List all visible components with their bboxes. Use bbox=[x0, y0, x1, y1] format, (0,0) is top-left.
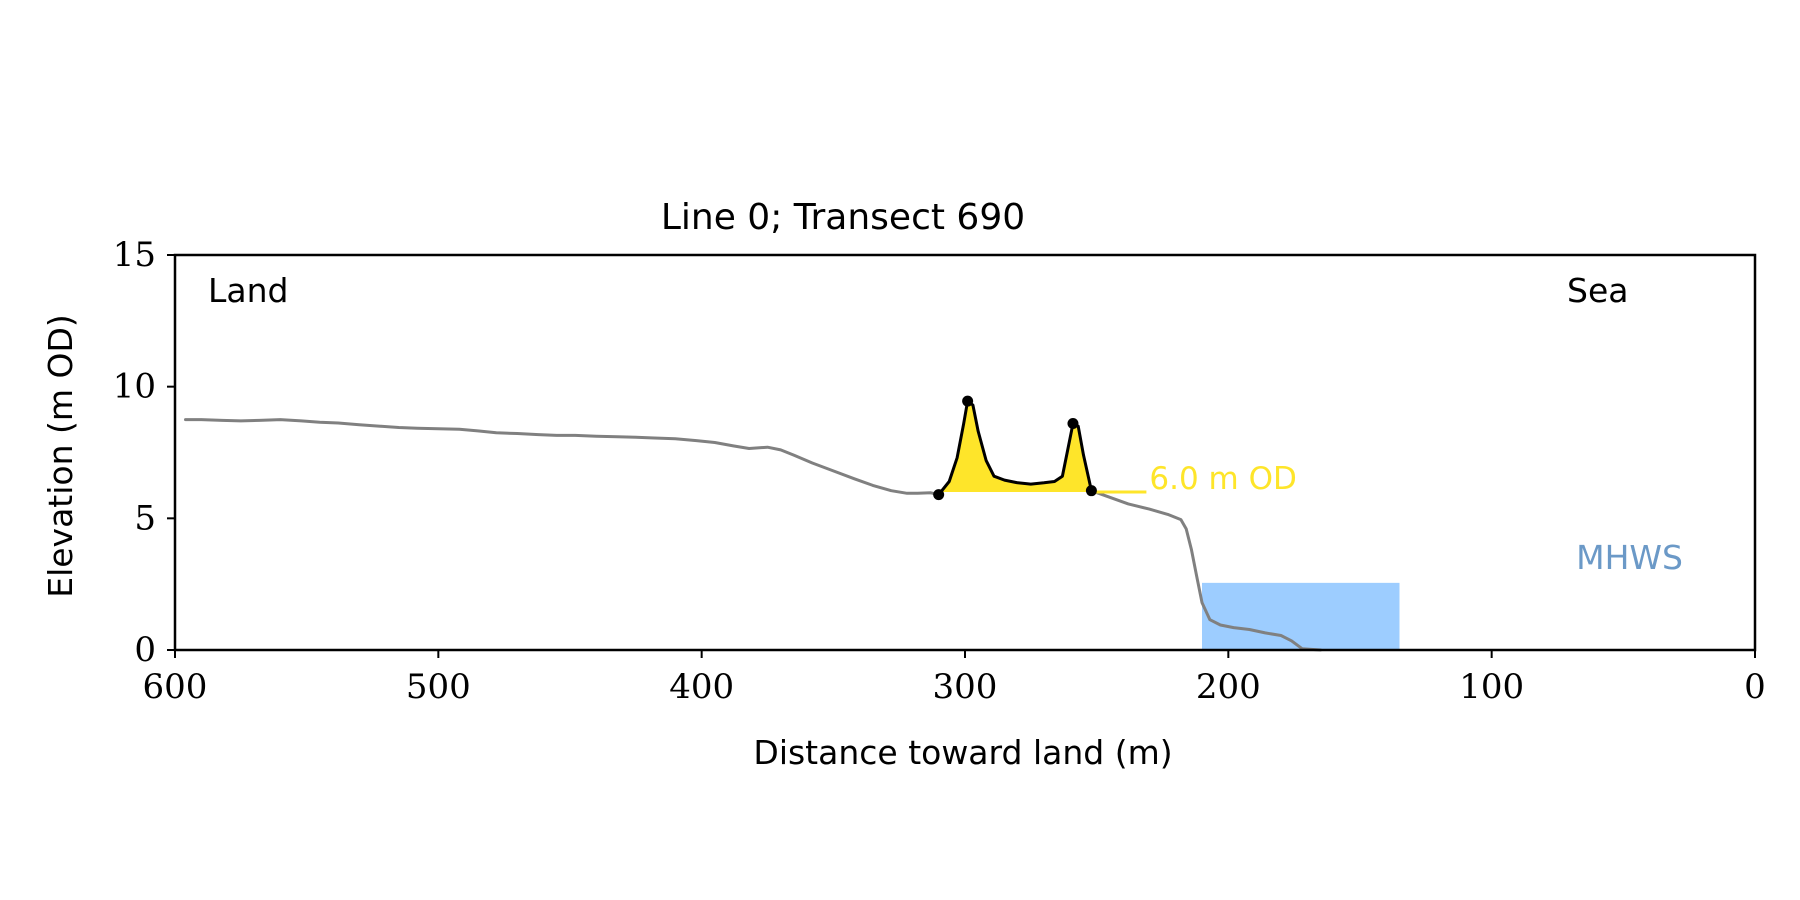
x-tick-label-500: 500 bbox=[406, 667, 471, 707]
threshold-label: 6.0 m OD bbox=[1149, 461, 1296, 497]
dune-point-4 bbox=[1085, 485, 1097, 497]
sea-label: Sea bbox=[1567, 271, 1628, 310]
x-tick-label-200: 200 bbox=[1196, 667, 1261, 707]
dune-point-3 bbox=[1067, 418, 1079, 430]
x-tick-label-0: 0 bbox=[1744, 667, 1766, 707]
chart-title: Line 0; Transect 690 bbox=[661, 197, 1025, 238]
x-tick-label-400: 400 bbox=[669, 667, 734, 707]
y-tick-label-10: 10 bbox=[113, 367, 156, 407]
x-tick-label-100: 100 bbox=[1459, 667, 1524, 707]
profile-line-landward bbox=[184, 418, 941, 497]
dune-point-2 bbox=[962, 395, 974, 407]
dune-point-1 bbox=[933, 489, 945, 501]
profile-line-seaward bbox=[1089, 489, 1322, 652]
mhws-label: MHWS bbox=[1576, 538, 1683, 577]
dune-volume-fill bbox=[938, 401, 1092, 495]
y-axis-label: Elevation (m OD) bbox=[41, 314, 80, 598]
x-tick-label-600: 600 bbox=[143, 667, 208, 707]
y-tick-label-15: 15 bbox=[113, 235, 156, 275]
x-axis-label: Distance toward land (m) bbox=[753, 733, 1172, 772]
mhws-band bbox=[1202, 582, 1400, 650]
y-tick-label-0: 0 bbox=[134, 630, 156, 670]
y-tick-label-5: 5 bbox=[134, 498, 156, 538]
plot-area: 6.0 m OD MHWS 600 500 400 300 200 100 0 0 5 10 15 bbox=[113, 235, 1766, 707]
land-label: Land bbox=[208, 271, 288, 310]
x-tick-label-300: 300 bbox=[933, 667, 998, 707]
